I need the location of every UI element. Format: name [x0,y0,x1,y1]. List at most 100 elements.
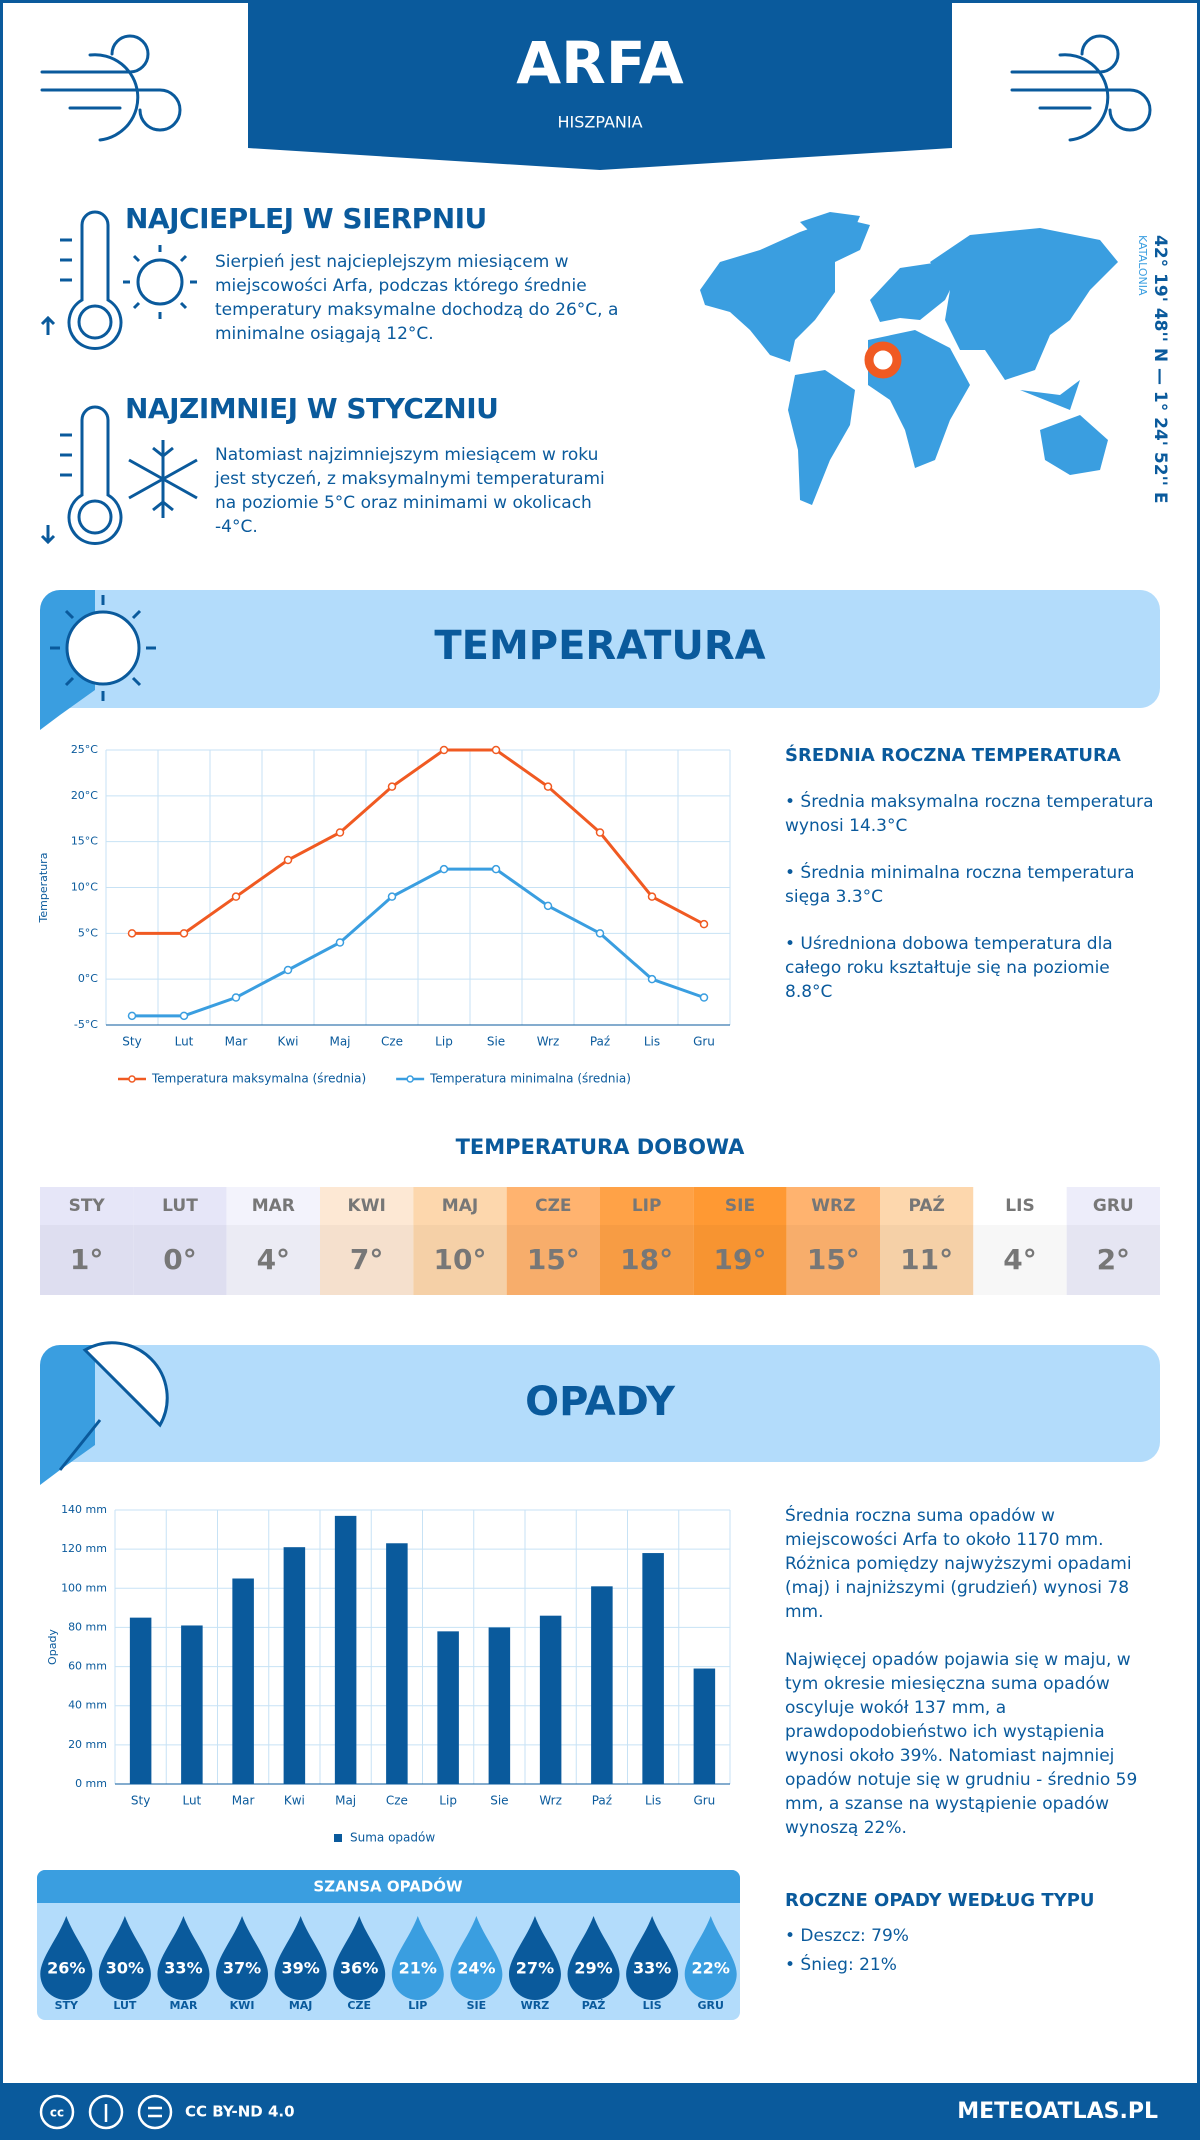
rain-chance-value: 27% [516,1959,554,1978]
bar [232,1578,254,1784]
rain-chance-value: 22% [692,1959,730,1978]
month-cell [973,1187,1067,1295]
rain-chance-value: 29% [574,1959,612,1978]
bar [591,1586,613,1784]
month-cell [600,1187,694,1295]
month-label: CZE [535,1196,571,1216]
month-label: MAJ [442,1196,478,1216]
legend-label: Temperatura minimalna (średnia) [429,1072,631,1086]
y-tick-label: 60 mm [68,1660,107,1673]
rain-chance-month: LIS [643,1999,662,2012]
x-tick-label: Kwi [284,1794,305,1808]
rain-chance-month: LUT [113,1999,137,2012]
daily-temp-value: 1° [70,1243,103,1276]
rain-drop [626,1916,679,2001]
point [439,745,449,755]
point [231,892,241,901]
coldest-title: NAJZIMNIEJ W STYCZNIU [125,392,499,425]
license: CC BY-ND 4.0 [185,2103,295,2121]
rain-drop [216,1916,269,2000]
header-banner [248,0,952,170]
bar [283,1547,306,1784]
daily-temp-value: 10° [434,1243,487,1276]
rain-chance-value: 33% [633,1959,671,1978]
month-cell [133,1187,227,1295]
point [491,745,501,755]
bar [129,1617,152,1784]
rain-chance-month: MAJ [289,1999,313,2012]
rain-chance-value: 39% [281,1959,319,1978]
rain-chance-value: 36% [340,1959,378,1978]
y-tick-label: 0°C [78,972,98,985]
rain-chance-value: 30% [106,1959,144,1978]
bar [437,1631,459,1784]
location-marker [864,341,902,379]
daily-temp-value: 4° [1003,1243,1036,1276]
x-tick-label: Maj [335,1794,356,1808]
y-tick-label: 10°C [71,881,98,894]
x-tick-label: Lis [644,1035,660,1049]
x-tick-label: Wrz [539,1794,562,1808]
license-icons [39,2094,173,2130]
bar [181,1625,203,1784]
point [699,919,709,929]
point [127,1011,137,1021]
banner-tab [40,1345,95,1485]
point [283,965,293,975]
temperature-bullet: • Średnia minimalna roczna temperatura s… [785,863,1135,907]
point [647,892,657,901]
legend-swatch [334,1834,342,1842]
legend-label: Suma opadów [350,1831,435,1845]
y-tick-label: -5°C [74,1018,98,1031]
precipitation-type-title: ROCZNE OPADY WEDŁUG TYPU [785,1890,1095,1911]
point [439,864,449,874]
city-title: ARFA [516,29,684,97]
bar [488,1627,511,1784]
month-label: LIS [1005,1196,1034,1216]
rain-drop [391,1916,444,2001]
x-tick-label: Sie [490,1794,508,1808]
bar [334,1515,357,1784]
sun-icon [50,595,156,701]
coldest-text: Natomiast najzimniejszym miesiącem w rok… [215,445,605,537]
y-tick-label: 20 mm [68,1738,107,1751]
site-name[interactable]: METEOATLAS.PL [957,2099,1158,2124]
y-tick-label: 5°C [78,926,98,939]
rain-chance-value: 24% [457,1959,495,1978]
rain-chance-value: 33% [164,1959,202,1978]
month-label: MAR [252,1196,295,1216]
y-tick-label: 120 mm [61,1542,107,1555]
temperature-bullet: • Uśredniona dobowa temperatura dla całe… [785,934,1113,1002]
rain-drop [508,1916,561,2001]
month-label: KWI [348,1196,386,1216]
y-tick-label: 20°C [71,789,98,802]
x-tick-label: Sty [131,1794,150,1808]
x-tick-label: Lut [182,1794,201,1808]
rain-chance-title: SZANSA OPADÓW [313,1877,463,1896]
y-tick-label: 80 mm [68,1620,107,1633]
x-tick-label: Gru [693,1794,715,1808]
point [335,828,345,837]
rain-chance-value: 26% [47,1959,85,1978]
rain-drop [450,1916,503,2001]
point [699,993,709,1002]
rain-drop [98,1916,151,2001]
month-label: PAŹ [908,1194,944,1216]
x-tick-label: Maj [329,1035,350,1049]
month-label: WRZ [811,1196,855,1216]
x-tick-label: Paź [590,1035,610,1049]
point [543,901,553,911]
rain-drop [567,1916,620,2001]
precipitation-text: Średnia roczna suma opadów w miejscowośc… [785,1506,1132,1622]
footer-bar [0,2083,1200,2140]
rain-drop [157,1916,210,2000]
wind-icon-right [1010,34,1152,142]
legend-label: Temperatura maksymalna (średnia) [151,1072,366,1086]
y-axis-label: Opady [46,1629,59,1665]
line-series [132,867,705,1018]
section-title: TEMPERATURA [434,623,765,669]
rain-chance-month: KWI [230,1999,255,2012]
warmest-title: NAJCIEPLEJ W SIERPNIU [125,202,487,235]
x-tick-label: Mar [232,1794,255,1808]
